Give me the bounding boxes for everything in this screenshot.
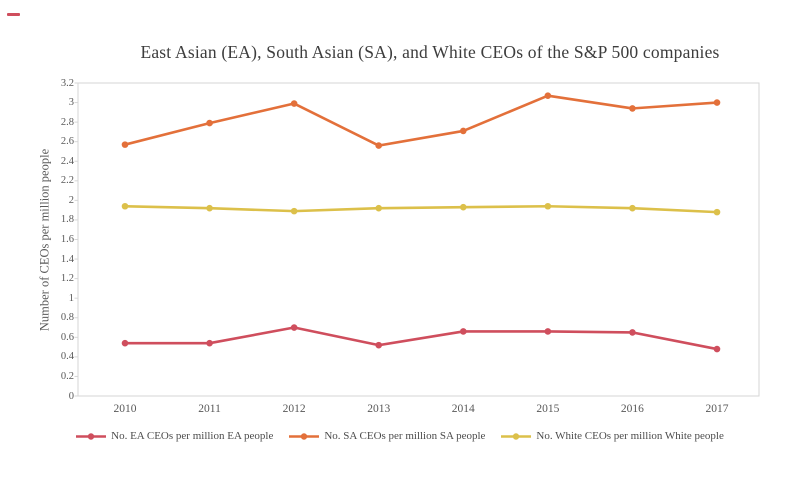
data-point-marker: [206, 204, 213, 212]
y-tick-label: 1: [68, 292, 74, 304]
y-tick-label: 2.6: [60, 136, 74, 148]
data-point-marker: [375, 341, 383, 349]
y-tick-label: 0: [68, 390, 74, 402]
data-point-marker: [375, 142, 383, 149]
legend-item-0: No. EA CEOs per million EA people: [76, 430, 273, 442]
y-tick-label: 3: [68, 97, 74, 109]
legend-line-marker-icon: [289, 432, 320, 440]
data-point-marker: [121, 339, 129, 347]
y-tick-label: 3.2: [60, 77, 74, 89]
data-point-marker: [544, 202, 552, 210]
data-point-marker: [459, 127, 467, 135]
data-point-marker: [206, 339, 213, 347]
y-tick-label: 1.6: [60, 234, 74, 245]
data-point-marker: [544, 92, 552, 100]
legend-item-2: No. White CEOs per million White people: [501, 430, 724, 442]
data-point-marker: [629, 204, 636, 212]
chart-title: East Asian (EA), South Asian (SA), and W…: [140, 42, 720, 62]
y-tick-label: 2.4: [60, 155, 74, 167]
series-line-0: [123, 326, 719, 351]
data-point-marker: [459, 328, 467, 335]
y-tick-label: 2.8: [60, 116, 74, 128]
data-point-marker: [290, 324, 298, 331]
y-tick-label: 0.4: [60, 351, 74, 363]
x-tick-label: 2011: [198, 403, 221, 415]
data-point-marker: [713, 99, 721, 106]
y-tick-label: 0.8: [60, 312, 74, 324]
data-point-marker: [375, 204, 383, 212]
y-tick-label: 1.8: [60, 214, 74, 226]
x-tick-label: 2010: [113, 403, 137, 415]
data-point-marker: [459, 203, 467, 211]
data-point-marker: [121, 202, 129, 210]
data-point-marker: [629, 329, 636, 336]
data-point-marker: [206, 119, 213, 127]
x-tick-label: 2016: [620, 403, 644, 415]
data-point-marker: [290, 207, 298, 215]
data-point-marker: [629, 105, 636, 112]
legend-line-marker-icon: [76, 432, 107, 440]
x-tick-label: 2013: [367, 403, 391, 415]
legend-line-marker-icon: [501, 432, 532, 440]
data-point-marker: [121, 141, 129, 148]
y-tick-label: 0.2: [60, 370, 74, 382]
legend-item-1: No. SA CEOs per million SA people: [289, 430, 485, 442]
y-tick-label: 1.2: [60, 273, 74, 285]
series-line-1: [123, 94, 719, 147]
y-tick-label: 2.2: [60, 175, 74, 187]
y-tick-label: 1.4: [60, 253, 74, 265]
x-tick-label: 2015: [536, 403, 560, 415]
data-point-marker: [544, 328, 552, 335]
legend-label: No. White CEOs per million White people: [536, 430, 724, 442]
series-line-2: [123, 204, 719, 214]
data-point-marker: [290, 100, 298, 107]
x-tick-label: 2012: [282, 403, 306, 415]
y-tick-label: 0.6: [60, 331, 74, 343]
red-dash-mark: [7, 13, 20, 16]
y-tick-label: 2: [68, 194, 74, 206]
x-tick-label: 2017: [705, 403, 729, 415]
data-point-marker: [713, 208, 721, 216]
data-point-marker: [713, 345, 721, 353]
x-tick-label: 2014: [451, 403, 475, 415]
legend-label: No. SA CEOs per million SA people: [324, 430, 486, 442]
legend: No. EA CEOs per million EA people No. SA …: [0, 430, 800, 442]
legend-label: No. EA CEOs per million EA people: [111, 430, 274, 442]
